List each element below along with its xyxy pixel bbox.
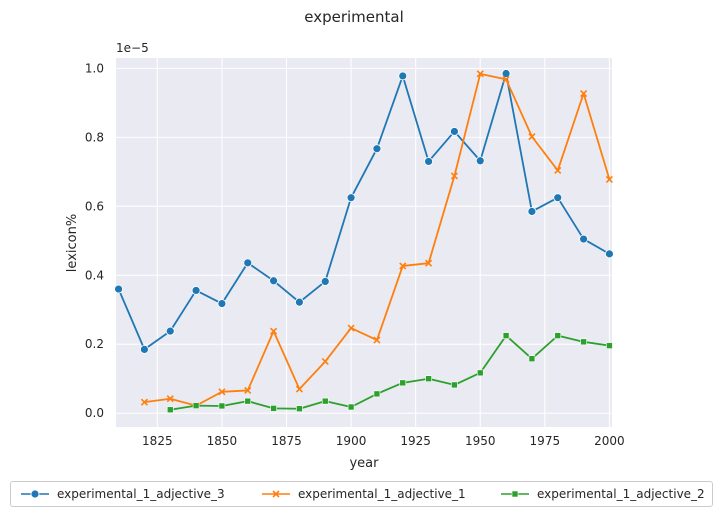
x-tick-label: 1850	[207, 434, 238, 448]
data-point	[450, 127, 459, 136]
series-layer	[114, 69, 614, 414]
series-1	[114, 69, 614, 354]
data-point	[321, 357, 329, 366]
data-point	[528, 355, 536, 363]
legend-marker-circle-icon	[21, 489, 49, 499]
data-point	[501, 69, 511, 78]
data-point	[373, 390, 381, 398]
data-point	[527, 207, 537, 216]
series-line	[117, 72, 610, 351]
data-point	[217, 299, 227, 308]
data-point	[502, 332, 510, 339]
data-point	[347, 324, 355, 332]
data-point	[399, 262, 407, 270]
x-tick-label: 1900	[336, 434, 367, 448]
x-tick-label: 1825	[142, 434, 173, 448]
data-point	[451, 381, 458, 389]
data-point	[140, 398, 148, 406]
y-tick-label: 0.2	[85, 337, 104, 351]
data-point	[475, 156, 485, 166]
data-point	[270, 405, 277, 412]
data-point	[502, 75, 510, 83]
data-point	[398, 71, 408, 81]
data-point	[347, 403, 355, 411]
data-point	[243, 258, 253, 268]
data-point	[270, 327, 278, 335]
data-point	[528, 133, 536, 141]
data-point	[140, 345, 149, 354]
data-point	[295, 385, 303, 393]
legend-label-series-1: experimental_1_adjective_3	[57, 487, 225, 501]
series-line	[170, 334, 610, 411]
y-tick-label: 0.4	[85, 268, 104, 282]
y-tick-label: 0.6	[85, 199, 104, 213]
x-tick-label: 2000	[594, 434, 625, 448]
data-point	[218, 388, 226, 396]
legend-marker-x-icon	[262, 490, 290, 498]
data-point	[476, 70, 484, 78]
line-chart: experimental 1825 1850 1875 1900 1925 1950 197…	[65, 8, 625, 471]
data-point	[424, 157, 433, 166]
data-point	[321, 397, 329, 405]
data-point	[295, 297, 304, 307]
data-point	[218, 402, 226, 410]
data-point	[244, 386, 252, 395]
data-point	[166, 406, 174, 414]
data-point	[373, 336, 381, 344]
x-tick-label: 1975	[530, 434, 561, 448]
chart-title: experimental	[304, 8, 404, 26]
data-point	[244, 397, 252, 405]
x-tick-label: 1925	[400, 434, 431, 448]
data-point	[450, 172, 458, 180]
data-point	[399, 379, 407, 387]
data-point	[554, 166, 562, 174]
legend-item-series-2: experimental_1_adjective_1	[262, 482, 466, 506]
data-point	[114, 284, 123, 294]
y-tick-label: 0.8	[85, 130, 104, 144]
data-point	[476, 369, 484, 377]
legend-item-series-3: experimental_1_adjective_2	[501, 482, 705, 506]
series-3	[166, 332, 613, 414]
y-tick-label: 1.0	[85, 61, 104, 75]
data-point	[554, 332, 562, 339]
data-point	[553, 193, 563, 203]
data-point	[605, 175, 613, 183]
data-point	[192, 402, 200, 409]
data-point	[191, 286, 201, 295]
legend: experimental_1_adjective_3 experimental_…	[10, 481, 713, 507]
data-point	[579, 234, 588, 244]
data-point	[425, 259, 433, 267]
data-point	[165, 326, 175, 336]
legend-item-series-1: experimental_1_adjective_3	[21, 482, 225, 506]
x-axis-label: year	[349, 456, 379, 471]
x-tick-label: 1950	[465, 434, 496, 448]
data-point	[269, 276, 278, 286]
data-point	[605, 249, 614, 259]
legend-marker-square-icon	[501, 490, 529, 498]
legend-label-series-3: experimental_1_adjective_2	[537, 487, 705, 501]
data-point	[606, 342, 613, 349]
x-tick-label: 1875	[271, 434, 302, 448]
series-2	[140, 70, 613, 410]
data-point	[372, 144, 382, 154]
axis-ticks: 1825 1850 1875 1900 1925 1950 1975 2000 0.0 0.2 0.…	[85, 61, 625, 448]
data-point	[296, 405, 303, 413]
y-offset-text: 1e−5	[116, 41, 149, 55]
grid-lines	[116, 58, 612, 427]
y-axis-label: lexicon%	[65, 214, 80, 272]
data-point	[346, 193, 356, 203]
data-point	[580, 338, 587, 346]
legend-label-series-2: experimental_1_adjective_1	[298, 487, 466, 501]
y-tick-label: 0.0	[85, 406, 104, 420]
data-point	[166, 395, 174, 403]
data-point	[320, 277, 330, 286]
data-point	[580, 89, 588, 98]
data-point	[425, 375, 432, 383]
plot-area	[116, 58, 612, 427]
